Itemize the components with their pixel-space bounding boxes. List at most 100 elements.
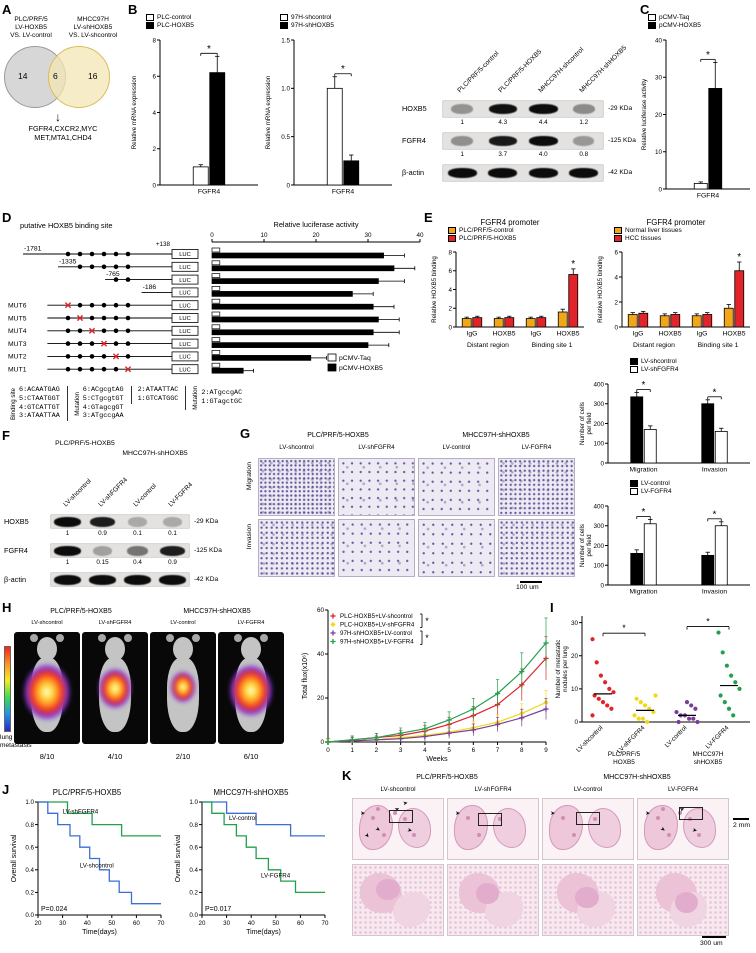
spot [466,815,470,820]
bar [192,166,209,186]
panel-e-chip-chart-1: FGFR4 promoter PLC/PRF/5-control PLC/PRF/5… [430,218,590,349]
blot-row-name: HOXB5 [4,516,29,526]
histology-image: ➤ [447,798,539,860]
y-axis-label: Relative mRNA expression [131,75,138,149]
blot-strip [50,572,190,587]
panel-b-western-blot: PLC/PRF/5-control PLC/PRF/5-HOXB5 MHCC97H-… [402,8,654,192]
bar-chart-svg: 0 2 4 6 8 Relative mRNA expression FGFR4 * [131,37,258,196]
spot [381,832,386,837]
y-tick-label: 4 [448,287,452,294]
bar [643,523,657,586]
binding-site-dot [113,264,119,270]
spot [403,817,408,821]
sig-star: * [713,509,717,520]
seq-items: 2:ATgccgAC 1:GTagctGC [201,389,242,407]
bar-hoxb5 [211,278,379,284]
y-axis-label: Number of cells [579,402,586,445]
legend-label: LV-shcontrol [641,358,677,365]
x-tick-label: 70 [158,920,165,927]
mutation-x-icon [76,314,84,322]
y-tick-label: 40 [317,651,325,658]
scale-bar [702,936,726,938]
panel-a: PLC/PRF/5 LV-HOXB5 VS. LV-control MHCC97… [2,16,124,142]
y-tick-label: 1.0 [281,86,290,93]
bar [343,160,360,186]
seq-items: 6:ACgcgtAG 5:CTgcgtGT 4:GTagcgGT 3:ATgccgAA [83,386,124,421]
bar-taq [211,362,221,368]
blot-number: 0.1 [168,530,177,537]
binding-site-dot [101,328,107,334]
y-tick-label: 0.8 [189,822,198,829]
x-tick-label: Migration [630,467,658,474]
bar-hoxb5 [211,316,379,323]
blot-band [488,168,518,178]
scale-label: 100 um [516,584,539,591]
y-tick-label: 6 [448,268,452,275]
data-point [636,716,641,721]
binding-site-dot [113,366,119,372]
histology-image [542,864,634,936]
seq-items: 2:ATAATTAC 1:GTCATGGC [138,386,179,404]
panel-k-col-labels: LV-shcontrol LV-shFGFR4 LV-control LV-FGFR4 [352,786,729,793]
legend-row: PLC/PRF/5-HOXB5 [448,235,590,242]
lung-metastasis-label: lung metastasis [0,734,44,750]
luminescence-blob [169,670,197,704]
y-tick-label: 400 [593,503,604,510]
seq-header: Binding site [10,387,17,420]
legend-label: pCMV-Taq [659,14,690,21]
spot [376,807,381,812]
panel-k-histology-row-1: ➤ ➤ ➤ ➤ ➤ ➤ ➤ ➤ ➤ ➤ ➤ ➤ [352,798,729,860]
bar [525,318,536,328]
binding-site-dot [89,302,95,308]
legend-label: PLC/PRF/5-control [459,227,514,234]
m-ear [192,634,200,642]
bar-chart-svg: 0 0.5 1.0 1.5 Relative mRNA expression FGFR4 * [265,37,392,196]
panel-g-quant-chart-2: LV-control LV-FGFR4 0 100 200 300 400 Number of… [578,480,754,598]
sig-star: * [737,252,741,263]
venn-right-count: 16 [88,70,98,81]
venn-right-title: MHCC97H LV-shHOXB5 VS. LV-shcontrol [64,16,122,40]
km-curve [202,801,325,837]
bar [472,317,483,328]
blb [392,891,431,927]
kcol: LV-control [573,786,603,793]
bar [701,554,715,586]
spot [371,815,375,820]
panel-k-group-label-1: PLC/PRF/5-HOXB5 [416,774,478,781]
data-point [638,700,643,705]
x-tick-label: 4 [423,747,427,754]
bar [493,318,504,328]
blot-number: 0.9 [168,559,177,566]
x-axis-label: Time(days) [246,929,281,936]
legend-row: pCMV-HOXB5 [648,22,754,29]
blot-marker: -29 KDa [608,105,633,112]
scale-label-300um: 300 um [700,940,723,947]
blot-band [92,545,113,556]
luc-box [171,325,199,336]
legend-swatch [327,353,337,362]
nodule-arrow-icon: ➤ [360,811,366,817]
bar [504,317,515,328]
blot-row-name: FGFR4 [402,136,426,145]
panel-g-row-label-migration: Migration [246,462,253,490]
seq-item: 5:CTgcgtGT [82,394,124,403]
legend-row: Normal liver tissues [614,227,756,234]
legend-label: LV-shFGFR4 [641,366,679,373]
y-tick-label: 200 [593,421,604,428]
blot-strip [442,132,604,150]
x-tick-label: HOXB5 [722,331,745,338]
bar [701,403,715,464]
panel-g-row-label-invasion: Invasion [246,524,253,550]
swatch [630,358,638,365]
bar [461,318,472,328]
lobe [493,808,527,848]
bar-taq [211,286,221,291]
text-line: metastasis [0,742,32,750]
legend-label: 97H-shHOXB5+LV-control [340,630,412,637]
m-ear [234,634,242,642]
x-tick-label: 10 [260,232,268,239]
bar-hoxb5 [211,291,353,297]
binding-site-dot [89,341,95,346]
blot-band [159,545,186,556]
tw-row [258,458,575,516]
